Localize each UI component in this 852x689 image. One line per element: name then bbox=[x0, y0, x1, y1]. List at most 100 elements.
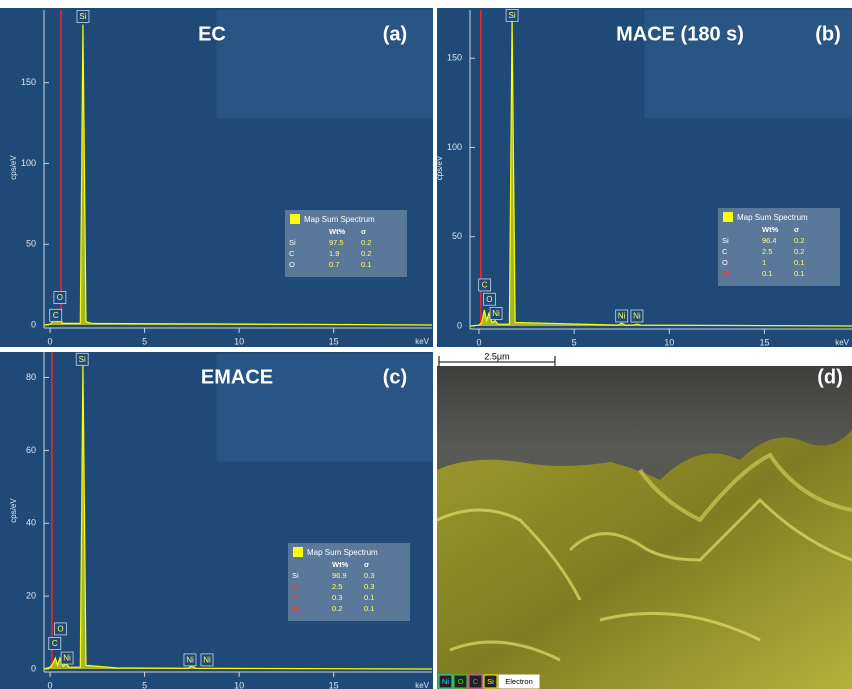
column-header: Wt% bbox=[329, 227, 346, 236]
figure: 050100150051015cps/eVkeVSiOCEC(a)Map Sum… bbox=[0, 0, 852, 689]
legend-title: Map Sum Spectrum bbox=[304, 215, 375, 224]
y-tick-label: 20 bbox=[26, 591, 36, 601]
x-tick-label: 10 bbox=[234, 336, 244, 346]
y-tick-label: 100 bbox=[447, 142, 462, 152]
x-tick-label: 5 bbox=[142, 336, 147, 346]
wt-value: 1 bbox=[762, 258, 766, 267]
wt-value: 2.5 bbox=[332, 582, 342, 591]
x-tick-label: 5 bbox=[142, 680, 147, 689]
y-tick-label: 40 bbox=[26, 518, 36, 528]
y-tick-label: 100 bbox=[21, 158, 36, 168]
x-tick-label: 0 bbox=[48, 680, 53, 689]
panel-label: (a) bbox=[383, 23, 407, 45]
y-axis-label: cps/eV bbox=[9, 155, 18, 180]
y-tick-label: 50 bbox=[452, 231, 462, 241]
legend-title: Map Sum Spectrum bbox=[307, 548, 378, 557]
legend-label: O bbox=[458, 677, 464, 686]
y-axis-label: cps/eV bbox=[9, 498, 18, 523]
wt-value: 96.9 bbox=[332, 571, 347, 580]
column-header: σ bbox=[794, 225, 799, 234]
legend-swatch bbox=[723, 212, 733, 222]
element-name: Si bbox=[722, 236, 729, 245]
peak-label: C bbox=[53, 311, 59, 320]
peak-label: Ni bbox=[492, 309, 500, 318]
wt-value: 97.5 bbox=[329, 238, 344, 247]
x-tick-label: 0 bbox=[48, 336, 53, 346]
column-header: σ bbox=[361, 227, 366, 236]
element-name: Si bbox=[289, 238, 296, 247]
legend-label: Electron bbox=[505, 677, 533, 686]
sigma-value: 0.3 bbox=[364, 582, 374, 591]
element-legend: Ni OC Si Electron bbox=[439, 675, 539, 688]
peak-label: Si bbox=[79, 12, 86, 21]
legend-swatch bbox=[290, 214, 300, 224]
element-name: O bbox=[289, 260, 295, 269]
sigma-value: 0.1 bbox=[364, 604, 374, 613]
legend-swatch bbox=[293, 547, 303, 557]
peak-label: Ni bbox=[618, 312, 626, 321]
y-tick-label: 0 bbox=[457, 320, 462, 330]
wt-value: 1.9 bbox=[329, 249, 339, 258]
panel-label: (d) bbox=[817, 366, 843, 388]
peak-label: O bbox=[57, 625, 63, 634]
x-axis-label: keV bbox=[415, 337, 429, 346]
sigma-value: 0.3 bbox=[364, 571, 374, 580]
y-tick-label: 50 bbox=[26, 239, 36, 249]
panel-label: (b) bbox=[815, 23, 841, 45]
x-axis-label: keV bbox=[835, 338, 849, 347]
peak-label: Si bbox=[79, 355, 86, 364]
column-header: Wt% bbox=[332, 560, 349, 569]
element-name: C bbox=[289, 249, 295, 258]
legend-label: Si bbox=[487, 677, 494, 686]
wt-value: 0.7 bbox=[329, 260, 339, 269]
peak-label: Ni bbox=[203, 656, 211, 665]
x-tick-label: 10 bbox=[664, 337, 674, 347]
column-header: Wt% bbox=[762, 225, 779, 234]
sigma-value: 0.2 bbox=[794, 236, 804, 245]
sigma-value: 0.1 bbox=[361, 260, 371, 269]
sigma-value: 0.2 bbox=[361, 238, 371, 247]
y-tick-label: 0 bbox=[31, 319, 36, 329]
y-axis-label: cps/eV bbox=[435, 155, 444, 180]
chart-title: EC bbox=[198, 23, 226, 45]
x-tick-label: 5 bbox=[572, 337, 577, 347]
element-name: O bbox=[722, 258, 728, 267]
peak-label: C bbox=[52, 639, 58, 648]
x-tick-label: 15 bbox=[329, 680, 339, 689]
peak-label: O bbox=[57, 293, 63, 302]
element-name: C bbox=[292, 582, 298, 591]
wt-value: 96.4 bbox=[762, 236, 777, 245]
legend-label: Ni bbox=[442, 677, 449, 686]
x-tick-label: 15 bbox=[759, 337, 769, 347]
peak-label: Ni bbox=[186, 656, 194, 665]
wt-value: 0.1 bbox=[762, 269, 772, 278]
x-tick-label: 10 bbox=[234, 680, 244, 689]
y-tick-label: 150 bbox=[447, 53, 462, 63]
x-tick-label: 15 bbox=[329, 336, 339, 346]
y-tick-label: 0 bbox=[31, 663, 36, 673]
peak-label: C bbox=[482, 281, 488, 290]
legend-label: C bbox=[473, 677, 479, 686]
peak-label: O bbox=[486, 295, 492, 304]
chart-title: EMACE bbox=[201, 366, 273, 388]
element-name: O bbox=[292, 593, 298, 602]
element-name: Si bbox=[292, 571, 299, 580]
y-tick-label: 80 bbox=[26, 372, 36, 382]
peak-label: Si bbox=[509, 11, 516, 20]
legend-title: Map Sum Spectrum bbox=[737, 213, 808, 222]
peak-label: Ni bbox=[633, 312, 641, 321]
scale-label: 2.5μm bbox=[484, 351, 509, 361]
legend-table: Map Sum Spectrum Wt% σ Si 97.5 0.2 C 1.9 0.2 O 0.7… bbox=[285, 210, 407, 277]
sigma-value: 0.1 bbox=[794, 258, 804, 267]
x-axis-label: keV bbox=[415, 681, 429, 689]
panel-label: (c) bbox=[383, 366, 407, 388]
sigma-value: 0.2 bbox=[361, 249, 371, 258]
column-header: σ bbox=[364, 560, 369, 569]
element-name: Ni bbox=[722, 269, 729, 278]
sigma-value: 0.1 bbox=[794, 269, 804, 278]
